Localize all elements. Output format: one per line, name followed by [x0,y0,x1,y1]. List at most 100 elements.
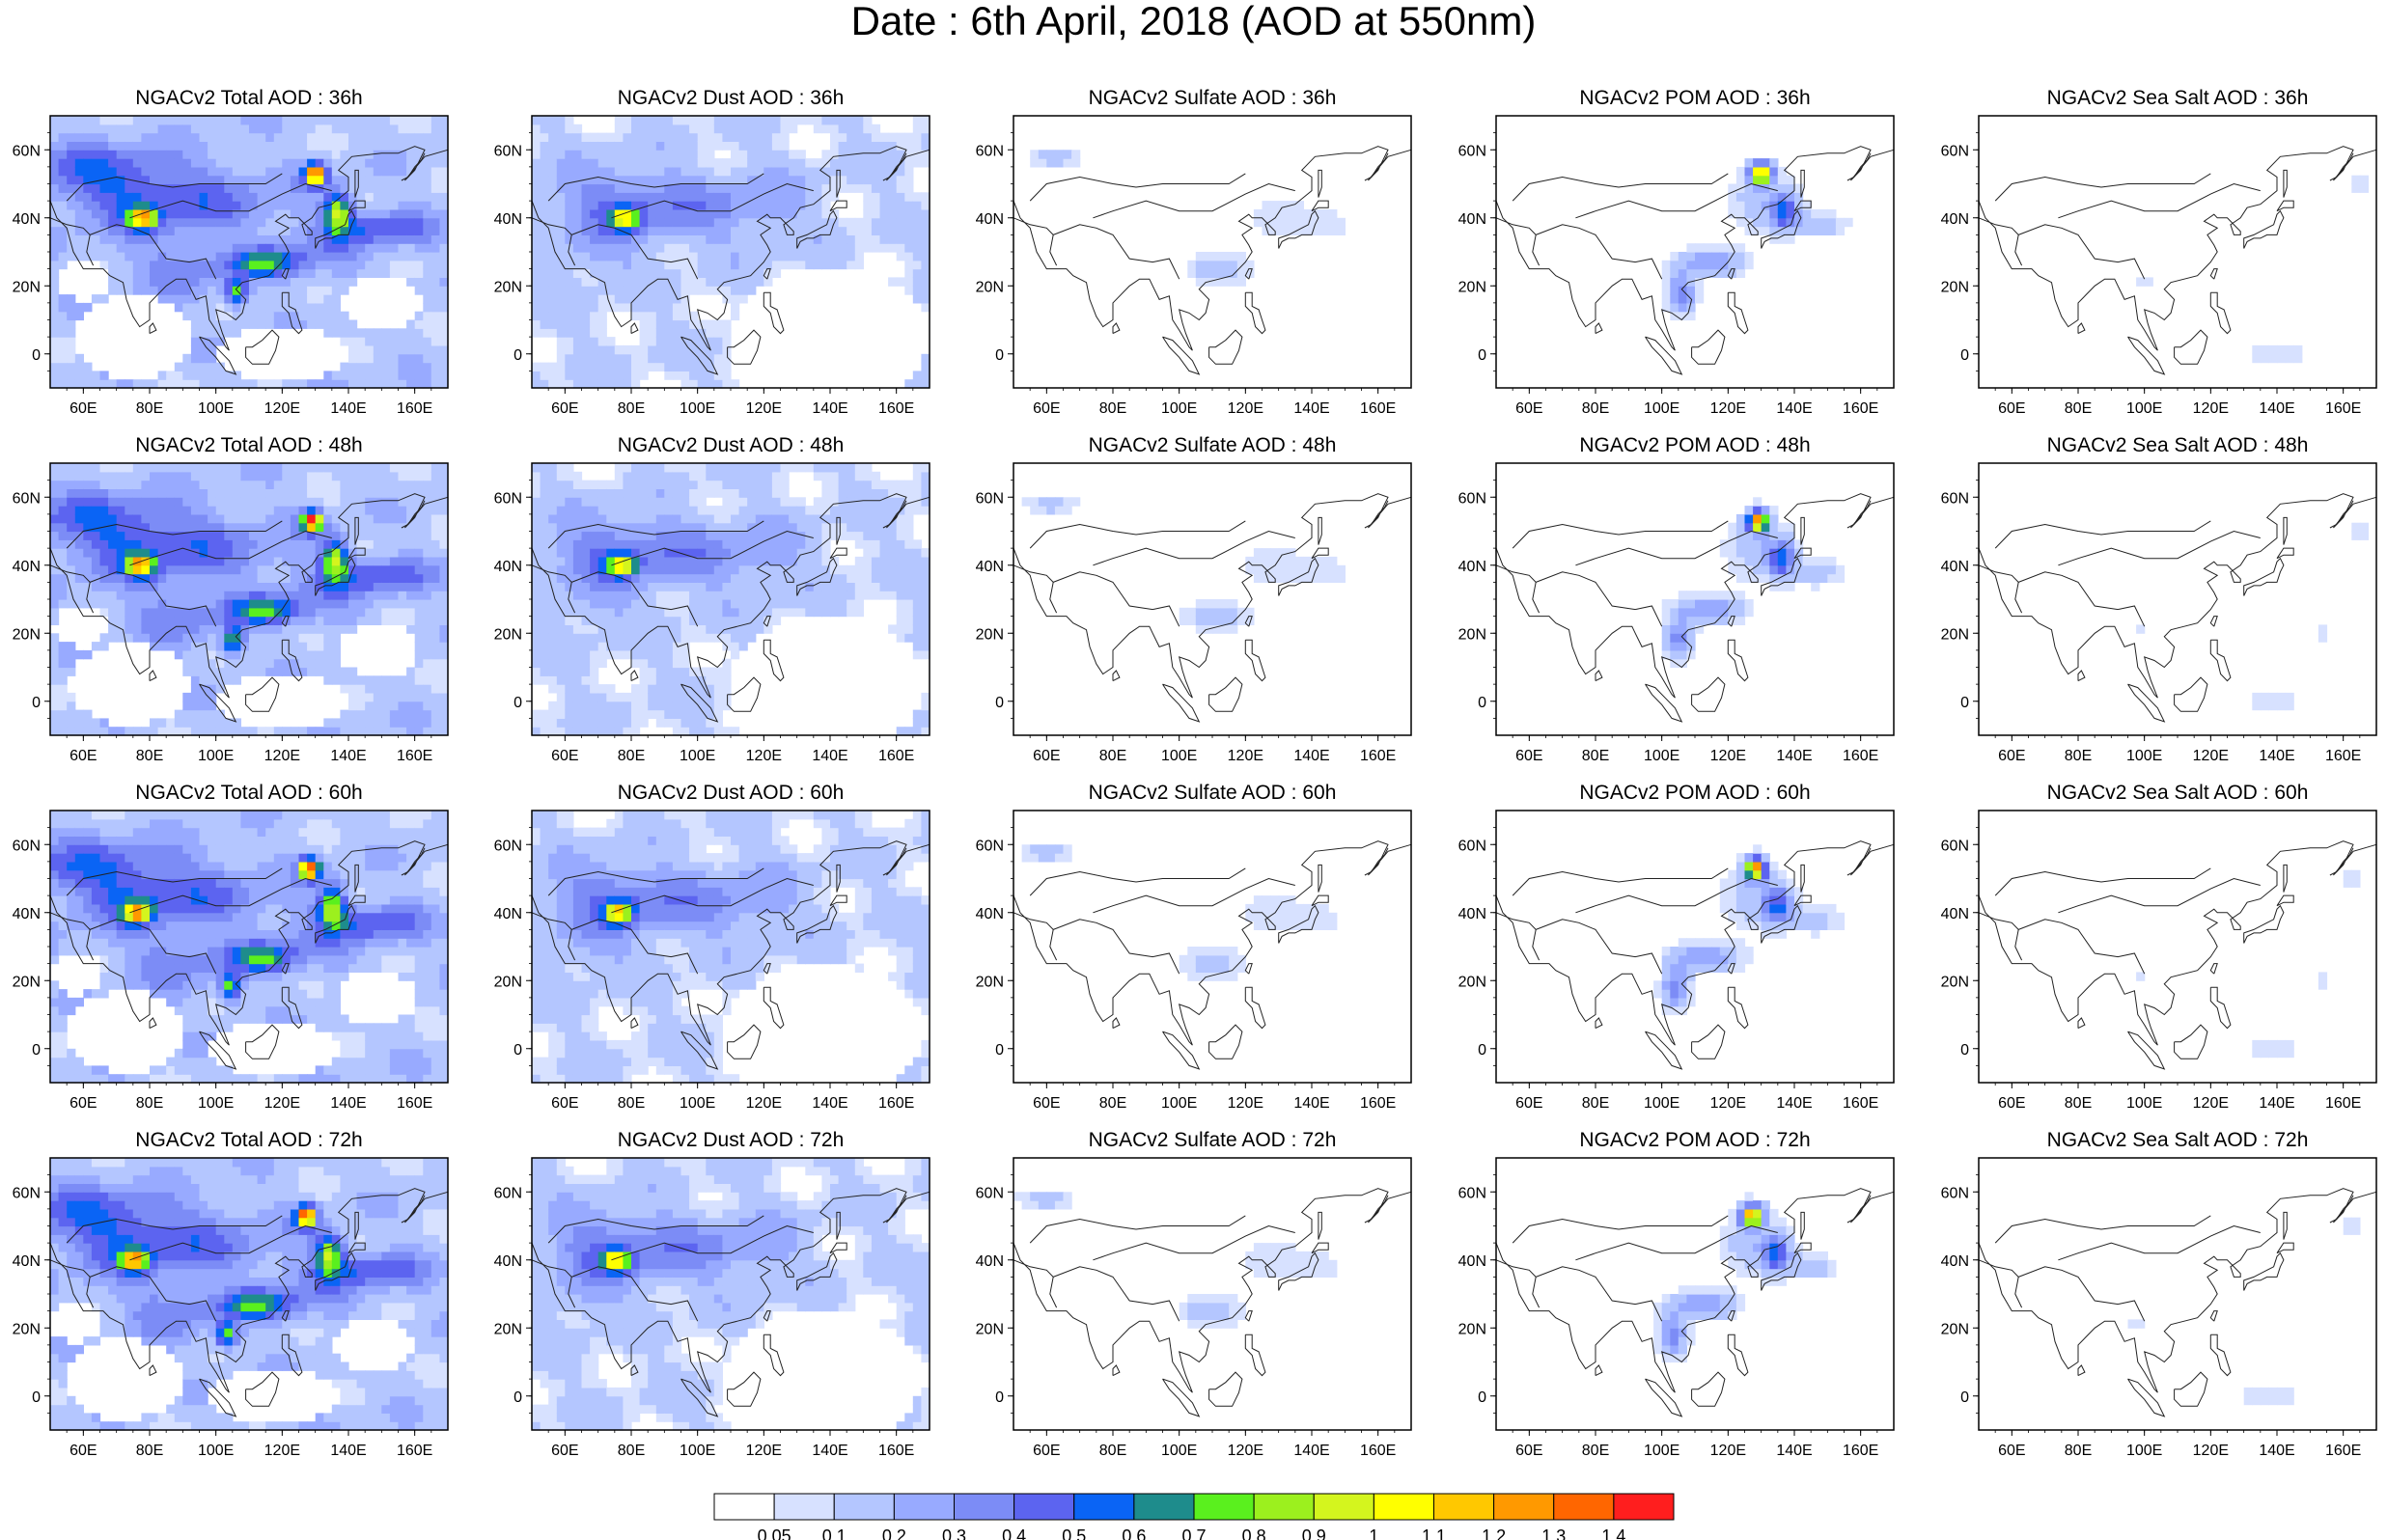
x-tick-label: 160E [2325,1095,2361,1112]
colorbar-swatch [1613,1493,1675,1521]
colorbar: 0.05 0.1 0.2 0.3 0.4 0.5 0.6 0.7 0.8 0.9 1 1.1 1.2 1.… [713,1493,1675,1540]
panel-title: NGACv2 Sulfate AOD : 72h [1088,1129,1337,1151]
aod-field [50,463,449,736]
panel-title: NGACv2 POM AOD : 48h [1579,434,1811,456]
y-tick-label: 0 [513,695,522,711]
colorbar-swatch [1193,1493,1255,1521]
panel-title: NGACv2 Total AOD : 48h [135,434,363,456]
panel-title: NGACv2 Sea Salt AOD : 36h [2046,87,2309,109]
y-tick-label: 0 [32,347,41,364]
x-tick-label: 80E [1099,400,1126,417]
y-tick-label: 40N [1941,559,1969,575]
y-tick-label: 40N [1941,1253,1969,1270]
y-tick-label: 40N [1941,211,1969,228]
coastlines [531,1188,930,1417]
x-tick-label: 120E [1228,748,1263,764]
y-tick-label: 20N [13,1321,41,1337]
x-tick-label: 160E [1843,400,1878,417]
x-tick-label: 80E [136,1443,163,1459]
x-tick-label: 80E [1099,1095,1126,1112]
y-tick-label: 20N [1458,1321,1486,1337]
x-tick-label: 60E [1998,400,2025,417]
y-tick-label: 40N [13,559,41,575]
y-tick-label: 0 [1960,695,1969,711]
x-tick-label: 100E [1644,748,1679,764]
x-tick-label: 120E [1710,748,1746,764]
colorbar-swatch [1553,1493,1615,1521]
x-tick-label: 60E [1515,1443,1542,1459]
x-tick-label: 100E [1161,748,1197,764]
y-tick-label: 60N [1458,490,1486,507]
panel-title: NGACv2 Dust AOD : 60h [617,782,845,804]
y-tick-label: 20N [13,626,41,643]
x-tick-label: 60E [1515,400,1542,417]
x-tick-label: 140E [2259,1095,2294,1112]
x-tick-label: 120E [2193,1095,2229,1112]
panel-title: NGACv2 POM AOD : 60h [1579,782,1811,804]
x-tick-label: 60E [1515,748,1542,764]
x-tick-label: 60E [1033,748,1060,764]
y-tick-label: 0 [32,1389,41,1406]
map-panel-dust-72h: 60E 80E 100E 120E 140E 160E 60N 40N 20N 0 [494,1157,930,1459]
y-tick-label: 60N [1941,838,1969,854]
map-panel-total-48h: 60E 80E 100E 120E 140E 160E 60N 40N 20N 0 [13,462,449,764]
map-panel-sulfate-60h: 60E 80E 100E 120E 140E 160E 60N 40N 20N 0 [976,810,1412,1112]
y-tick-label: 40N [1458,559,1486,575]
map-panel-dust-48h: 60E 80E 100E 120E 140E 160E 60N 40N 20N 0 [494,462,930,764]
y-tick-label: 40N [494,906,522,922]
y-tick-label: 0 [32,1042,41,1059]
x-tick-label: 140E [812,400,847,417]
colorbar-swatch [1073,1493,1135,1521]
y-tick-label: 40N [494,1253,522,1270]
coastlines [1978,840,2377,1070]
y-tick-label: 40N [976,1253,1004,1270]
aod-field [1013,1192,1338,1329]
x-tick-label: 160E [2325,748,2361,764]
x-tick-label: 60E [551,400,578,417]
coastlines [1013,146,1412,375]
coastlines [49,1188,449,1417]
x-tick-label: 100E [198,748,234,764]
map-panel-sulfate-48h: 60E 80E 100E 120E 140E 160E 60N 40N 20N 0 [976,462,1412,764]
aod-field [532,811,930,1084]
x-tick-label: 140E [1776,748,1812,764]
x-tick-label: 100E [1161,400,1197,417]
y-tick-label: 0 [1960,1042,1969,1059]
x-tick-label: 100E [680,1443,715,1459]
colorbar-label: 1.1 [1422,1526,1446,1540]
x-tick-label: 80E [2065,400,2092,417]
x-tick-label: 60E [1033,1443,1060,1459]
x-tick-label: 100E [1644,1095,1679,1112]
x-tick-label: 120E [746,1443,782,1459]
map-panel-dust-36h: 60E 80E 100E 120E 140E 160E 60N 40N 20N 0 [494,115,930,417]
x-tick-label: 120E [264,400,300,417]
map-panel-pom-36h: 60E 80E 100E 120E 140E 160E 60N 40N 20N 0 [1458,115,1895,417]
x-tick-label: 120E [1228,1095,1263,1112]
colorbar-label: 0.8 [1242,1526,1266,1540]
coastlines [1013,1188,1412,1417]
x-tick-label: 80E [136,748,163,764]
x-tick-label: 160E [878,1095,914,1112]
map-panel-pom-48h: 60E 80E 100E 120E 140E 160E 60N 40N 20N 0 [1458,462,1895,764]
colorbar-label: 1 [1369,1526,1378,1540]
x-tick-label: 80E [2065,1095,2092,1112]
y-tick-label: 0 [995,695,1004,711]
y-tick-label: 60N [976,143,1004,159]
colorbar-label: 0.7 [1181,1526,1206,1540]
panel-title: NGACv2 Total AOD : 36h [135,87,363,109]
figure-title: Date : 6th April, 2018 (AOD at 550nm) [850,0,1537,43]
coastlines [1495,493,1895,723]
aod-field [2136,175,2369,364]
y-tick-label: 60N [13,1185,41,1201]
colorbar-label: 0.6 [1122,1526,1146,1540]
y-tick-label: 60N [1458,143,1486,159]
x-tick-label: 100E [2126,1095,2162,1112]
panel-title: NGACv2 Dust AOD : 72h [617,1129,845,1151]
x-tick-label: 60E [1998,1443,2025,1459]
y-tick-label: 40N [976,906,1004,922]
x-tick-label: 60E [69,1095,97,1112]
y-tick-label: 40N [494,559,522,575]
x-tick-label: 120E [1710,1443,1746,1459]
x-tick-label: 80E [618,748,645,764]
x-tick-label: 80E [2065,748,2092,764]
